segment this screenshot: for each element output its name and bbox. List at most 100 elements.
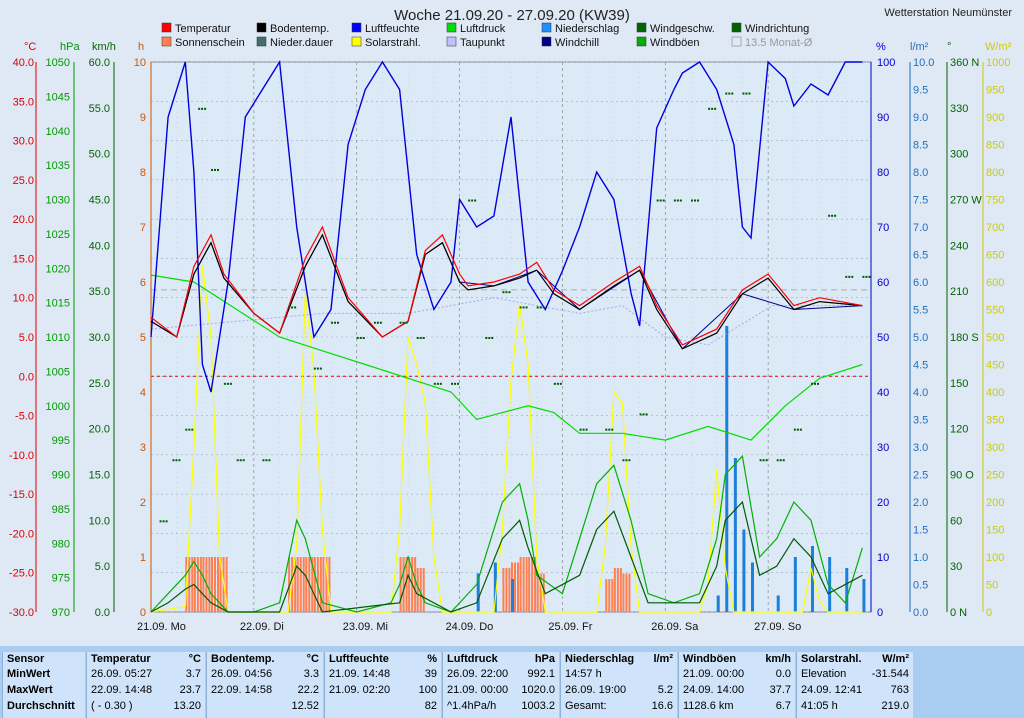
stats-min: 26.09. 22:00 992.1 [443,666,559,682]
axis-tick-label-press: 1030 [46,195,70,207]
axis-tick-label-press: 995 [52,435,70,447]
wind-direction-dot [242,459,245,462]
legend-swatch [446,36,457,47]
axis-tick-label-rain: 4.5 [913,360,928,372]
wind-direction-dot [436,382,439,385]
axis-tick-label-sun: 8 [140,167,146,179]
wind-direction-dot [201,107,204,110]
stats-max-left: 24.09. 14:00 [683,684,745,696]
stats-avg: 82 [325,698,441,714]
sunshine-bar [517,562,519,612]
stats-min: 26.09. 05:27 3.7 [87,666,205,682]
stats-min-left: 26.09. 05:27 [91,668,153,680]
stats-header-right: % [427,653,437,665]
sunshine-bar [319,557,322,612]
wind-direction-dot [185,428,188,431]
sunshine-bar [536,573,539,612]
legend-label: 13.5 Monat-Ø [745,37,813,49]
legend-label: Windböen [650,37,700,49]
precipitation-bar [716,595,720,612]
sunshine-bar [519,557,522,612]
legend-swatch [541,22,552,33]
stats-min-right: 39 [424,668,437,680]
wind-direction-dot [491,337,494,339]
sunshine-bar [305,557,308,612]
stats-header: Bodentemp. °C [207,652,323,666]
stats-max: 24.09. 14:00 37.7 [679,682,795,698]
wind-direction-dot [454,382,456,385]
axis-tick-label-hum: 60 [877,277,889,289]
wind-direction-dot [851,275,854,278]
wind-direction-dot [522,306,525,309]
stats-header-right: °C [188,653,201,665]
sunshine-bar [502,568,505,612]
axis-tick-label-sun: 7 [140,222,146,234]
axis-tick-label-rain: 5.5 [913,305,928,317]
sunshine-bar [613,568,616,612]
stats-header-right: l/m² [653,653,673,665]
precipitation-bar [811,546,814,612]
axis-tick-label-sun: 4 [140,387,146,399]
axis-tick-label-press: 1010 [46,332,70,344]
wind-direction-dot [172,459,175,462]
axis-tick-label-solar: 1000 [986,57,1010,69]
axis-tick-label-wind: 55.0 [89,103,110,115]
wind-direction-dot [662,199,665,202]
wind-direction-dot [485,337,488,339]
legend-swatch [256,22,267,33]
wind-direction-dot [422,337,425,339]
wind-direction-dot [782,459,785,462]
stats-column-luftdruck: Luftdruck hPa 26.09. 22:00 992.1 21.09. 00:0… [442,652,559,718]
wind-direction-dot [679,199,682,202]
axis-tick-label-solar: 600 [986,277,1004,289]
stats-min-left: 21.09. 14:48 [329,668,391,680]
axis-tick-label-hum: 40 [877,387,889,399]
legend-label: Windchill [555,37,599,49]
wind-direction-dot [762,459,765,462]
wind-direction-dot [405,321,408,324]
wind-direction-dot [834,214,837,217]
stats-avg: 1128.6 km 6.7 [679,698,795,714]
wind-direction-dot [559,382,562,385]
wind-direction-dot [539,306,542,309]
wind-direction-dot [628,459,631,462]
axis-tick-label-hum: 90 [877,112,889,124]
day-label: 25.09. Fr [548,621,592,633]
axis-tick-label-temp: 20.0 [13,214,34,226]
axis-tick-label-rain: 8.5 [913,140,928,152]
axis-tick-label-rain: 8.0 [913,167,928,179]
stats-header-right: °C [306,653,319,665]
axis-tick-label-temp: 35.0 [13,96,34,108]
stats-header: Windböen km/h [679,652,795,666]
stats-header-left: Windböen [683,653,737,665]
stats-min-right: 0.0 [775,668,791,680]
day-label: 23.09. Mi [343,621,388,633]
axis-tick-label-sun: 3 [140,442,146,454]
legend-swatch [541,36,552,47]
stats-max: 22.09. 14:48 23.7 [87,682,205,698]
sunshine-bar [422,568,425,612]
wind-direction-dot [742,92,745,95]
wind-direction-dot [796,428,799,431]
stats-avg: ^1.4hPa/h 1003.2 [443,698,559,714]
stats-max: 24.09. 12:41 763 [797,682,913,698]
wind-direction-dot [265,459,268,462]
stats-header-left: Luftdruck [447,653,498,665]
axis-tick-label-wind: 45.0 [89,195,110,207]
axis-tick-label-rain: 1.5 [913,525,928,537]
wind-direction-dot [862,275,865,278]
wind-direction-dot [159,520,162,523]
axis-tick-label-sun: 2 [140,497,146,509]
stats-avg: 12.52 [207,698,323,714]
stats-label-avg: Durchschnitt [7,700,75,712]
wind-direction-dot [694,199,696,202]
axis-unit-label: hPa [60,41,80,53]
axis-tick-label-solar: 950 [986,85,1004,97]
wind-direction-dot [217,168,219,171]
axis-tick-label-sun: 9 [140,112,146,124]
axis-tick-label-temp: 15.0 [13,253,34,265]
stats-row-labels: Sensor MinWert MaxWert Durchschnitt [2,652,85,718]
axis-tick-label-temp: -5.0 [15,411,34,423]
precipitation-bar [733,458,737,612]
stats-column-temperatur: Temperatur °C 26.09. 05:27 3.7 22.09. 14:48 2… [86,652,205,718]
